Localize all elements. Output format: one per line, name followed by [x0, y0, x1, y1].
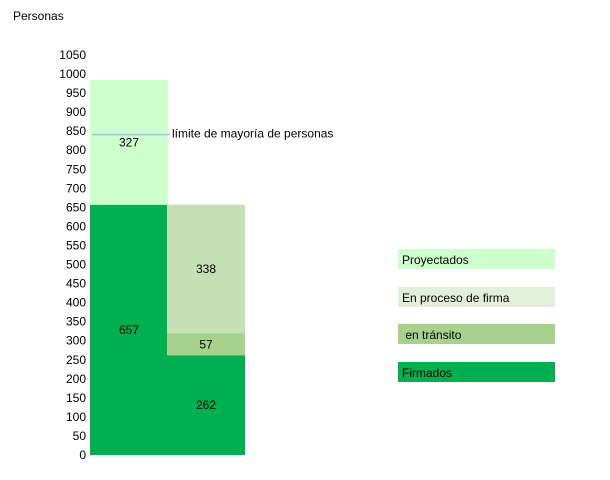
bar-proyectados-1	[90, 80, 168, 205]
y-tick-label: 950	[66, 86, 86, 100]
y-tick-label: 0	[79, 448, 86, 462]
data-label: 262	[196, 398, 216, 412]
y-tick-label: 200	[66, 372, 86, 386]
y-tick-label: 750	[66, 162, 86, 176]
reference-line-label: límite de mayoría de personas	[172, 127, 333, 141]
y-tick-label: 500	[66, 258, 86, 272]
reference-line-group: límite de mayoría de personas	[92, 127, 333, 141]
y-tick-label: 1000	[59, 67, 86, 81]
bar-en-tránsito-2	[167, 333, 245, 356]
y-tick-label: 250	[66, 353, 86, 367]
legend: Proyectados En proceso de firma en tránsi…	[398, 249, 555, 382]
y-tick-label: 450	[66, 277, 86, 291]
legend-label: En proceso de firma	[402, 291, 510, 305]
bar-firmados-2	[167, 355, 245, 455]
y-tick-label: 50	[73, 429, 87, 443]
y-tick-label: 400	[66, 296, 86, 310]
y-tick-label: 600	[66, 219, 86, 233]
y-tick-label: 550	[66, 239, 86, 253]
data-label: 57	[199, 337, 213, 351]
data-label: 657	[119, 323, 139, 337]
legend-swatch	[398, 287, 555, 307]
y-tick-label: 650	[66, 200, 86, 214]
legend-swatch	[398, 324, 555, 344]
legend-label: Proyectados	[402, 253, 469, 267]
data-labels: 657 262 57 338 327	[119, 135, 216, 412]
y-tick-label: 350	[66, 315, 86, 329]
bar-en-proceso-de-firma-2	[167, 204, 245, 334]
legend-label: en tránsito	[402, 328, 462, 342]
y-tick-label: 700	[66, 181, 86, 195]
legend-swatch	[398, 249, 555, 269]
data-label: 338	[196, 262, 216, 276]
y-axis-title: Personas	[13, 9, 64, 23]
data-label: 327	[119, 135, 139, 149]
y-tick-label: 300	[66, 334, 86, 348]
y-axis-ticks: 0 50 100 150 200 250 300 350 400 450 500 550 600 650 7…	[59, 48, 86, 462]
y-tick-label: 900	[66, 105, 86, 119]
y-tick-label: 850	[66, 124, 86, 138]
y-tick-label: 150	[66, 391, 86, 405]
y-tick-label: 100	[66, 410, 86, 424]
bars	[90, 80, 245, 455]
bar-firmados-1	[90, 204, 168, 455]
y-tick-label: 1050	[59, 48, 86, 62]
legend-swatch	[398, 362, 555, 382]
y-tick-label: 800	[66, 143, 86, 157]
legend-label: Firmados	[402, 366, 452, 380]
